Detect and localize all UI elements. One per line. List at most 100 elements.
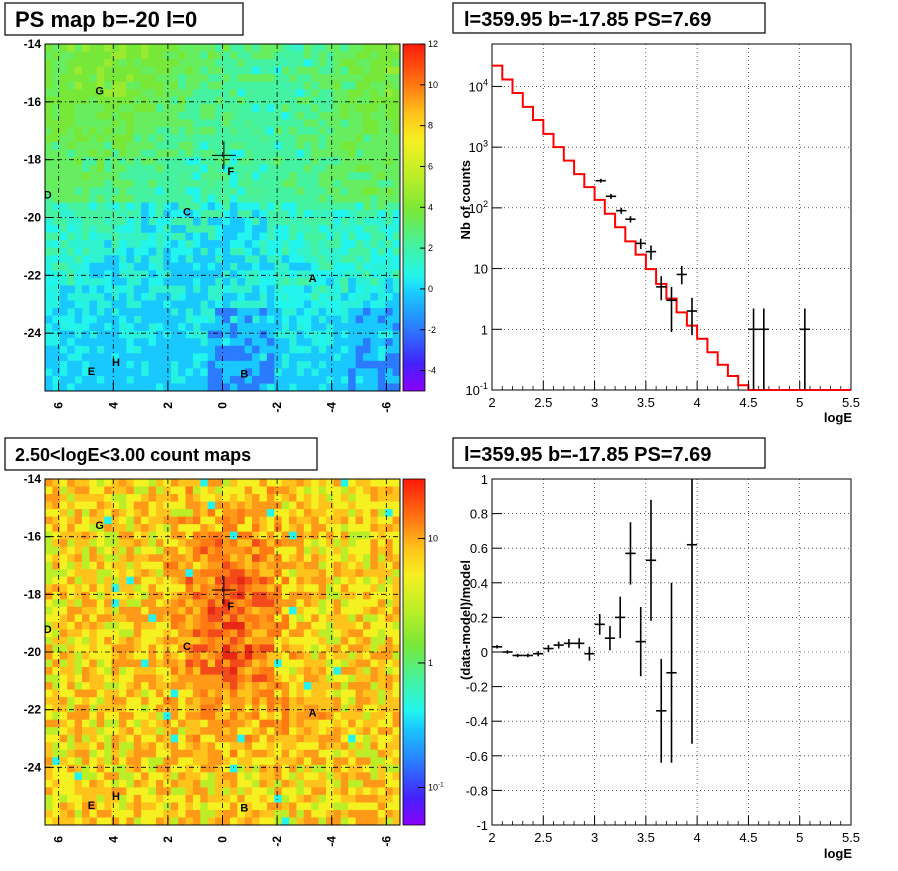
- count-map-cell: [318, 697, 327, 705]
- ps-map-cell: [363, 59, 371, 67]
- ps-map-cell: [392, 345, 401, 354]
- count-map-cell: [392, 621, 401, 630]
- count-map-cell: [126, 704, 135, 713]
- count-map-cell: [163, 794, 172, 803]
- ps-map-cell: [207, 111, 216, 120]
- count-map-cell: [333, 501, 342, 510]
- count-map-cell: [200, 584, 209, 593]
- count-map-cell: [45, 802, 53, 811]
- ps-map-cell: [363, 270, 371, 279]
- count-map-cell: [185, 817, 194, 826]
- ps-map-cell: [52, 89, 61, 98]
- ps-map-cell: [259, 330, 268, 339]
- count-map-cell: [303, 494, 312, 502]
- count-map-cell: [355, 494, 364, 502]
- count-map-cell: [81, 652, 90, 660]
- count-map-cell: [96, 479, 105, 487]
- count-map-cell: [111, 479, 120, 487]
- count-map-cell: [118, 734, 127, 743]
- ps-map-cell: [237, 240, 245, 248]
- ps-map-source-label: C: [183, 207, 191, 219]
- count-map-cell: [148, 591, 157, 600]
- ps-map-cell: [74, 119, 83, 128]
- count-map-cell: [118, 697, 127, 705]
- ps-map-cell: [311, 104, 319, 113]
- ps-map-cell: [207, 217, 216, 226]
- count-map-cell: [355, 652, 364, 660]
- count-map-cell: [363, 576, 371, 585]
- ps-map-cell: [126, 194, 135, 203]
- ps-map-cell: [96, 134, 105, 143]
- count-map-cell: [215, 689, 223, 698]
- ps-map-cell: [133, 149, 142, 158]
- residuals-data-point: [574, 638, 585, 649]
- ps-map-cell: [392, 187, 401, 196]
- count-map-cell: [333, 667, 342, 675]
- ps-map-cell: [303, 164, 312, 173]
- count-map-cell: [326, 621, 334, 630]
- count-map-cell: [126, 667, 135, 675]
- ps-map-x-tick-label: 4: [106, 402, 120, 409]
- ps-map-cell: [222, 247, 231, 256]
- ps-map-cell: [229, 323, 238, 331]
- ps-map-palette-tick-label: -4: [428, 366, 436, 376]
- count-map-x-tick-label: 0: [216, 836, 230, 843]
- ps-map-cell: [340, 104, 349, 113]
- ps-map-cell: [45, 292, 53, 301]
- count-map-cell: [59, 501, 68, 510]
- ps-map-cell: [215, 345, 223, 354]
- ps-map-cell: [89, 51, 98, 60]
- ps-map-x-tick-label: -2: [270, 402, 284, 413]
- count-map-cell: [104, 539, 112, 547]
- count-map-cell: [303, 636, 312, 645]
- ps-map-cell: [392, 300, 401, 309]
- ps-map-cell: [377, 368, 386, 377]
- count-map-cell: [333, 809, 342, 818]
- ps-map-cell: [340, 134, 349, 143]
- ps-map-cell: [326, 44, 334, 52]
- ps-map-cell: [333, 164, 342, 173]
- count-map-cell: [303, 644, 312, 653]
- ps-map-cell: [200, 277, 209, 286]
- count-map-cell: [244, 591, 253, 600]
- ps-map-cell: [333, 142, 342, 150]
- count-map-cell: [311, 576, 319, 585]
- ps-map-cell: [215, 300, 223, 309]
- count-map-cell: [81, 516, 90, 525]
- count-map-cell: [52, 794, 61, 803]
- count-map-cell: [377, 727, 386, 736]
- count-map-cell: [326, 554, 334, 563]
- ps-map-cell: [303, 142, 312, 150]
- ps-map-cell: [266, 134, 275, 143]
- count-map-cell: [215, 636, 223, 645]
- count-map-cell: [104, 652, 112, 660]
- ps-map-cell: [163, 308, 172, 316]
- ps-map-cell: [385, 164, 393, 173]
- count-map-cell: [377, 809, 386, 818]
- ps-map-cell: [259, 126, 268, 135]
- ps-map-cell: [237, 383, 245, 392]
- ps-map-cell: [133, 323, 142, 331]
- ps-map-cell: [178, 74, 186, 83]
- count-map-cell: [281, 569, 290, 578]
- ps-map-cell: [311, 232, 319, 241]
- count-map-cell: [259, 727, 268, 736]
- ps-map-cell: [259, 66, 268, 75]
- ps-map-cell: [363, 202, 371, 211]
- ps-map-cell: [281, 202, 290, 211]
- count-map-cell: [244, 494, 253, 502]
- ps-map-cell: [244, 44, 253, 52]
- ps-map-cell: [259, 149, 268, 158]
- ps-map-cell: [266, 270, 275, 279]
- ps-map-cell: [370, 187, 379, 196]
- count-map-cell: [52, 772, 61, 781]
- ps-map-cell: [185, 330, 194, 339]
- ps-map-cell: [200, 111, 209, 120]
- count-map-cell: [207, 621, 216, 630]
- count-map-cell: [252, 712, 260, 720]
- count-map-cell: [163, 591, 172, 600]
- count-map-cell: [333, 644, 342, 653]
- ps-map-cell: [104, 225, 112, 233]
- count-map-cell: [348, 772, 356, 781]
- count-map-cell: [296, 704, 305, 713]
